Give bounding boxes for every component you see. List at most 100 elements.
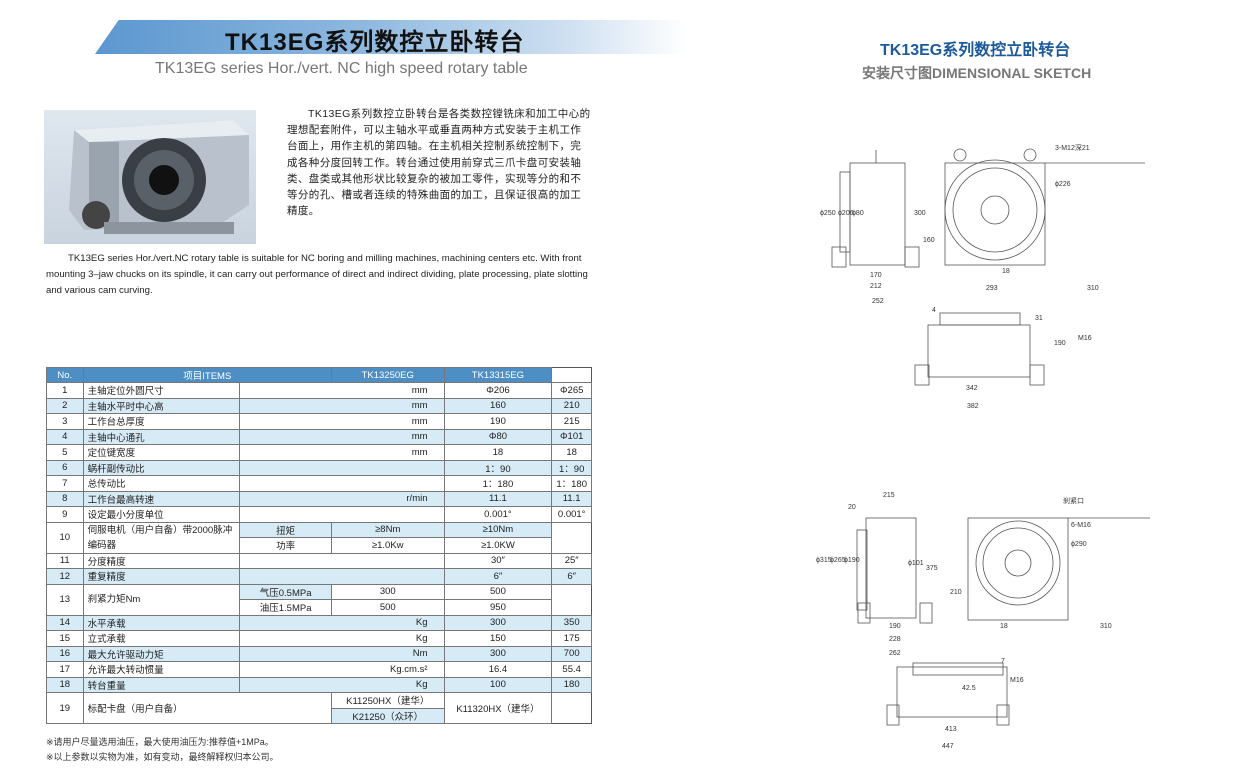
header-model-a: TK13250EG	[330, 367, 445, 383]
table-row: K21250（众环）	[47, 707, 592, 724]
table-cell: 210	[551, 397, 592, 414]
dimension-label: 215	[883, 492, 895, 499]
top-view-small	[914, 312, 1045, 386]
table-cell: 1：90	[551, 459, 592, 476]
dimension-label: 190	[1054, 340, 1066, 347]
dimension-label: 3-M12深21	[1055, 143, 1090, 152]
dimension-label: M16	[1078, 335, 1092, 342]
dimension-label: 18	[1000, 623, 1008, 630]
table-cell: 8	[46, 490, 84, 507]
table-row: 11 分度精度 30″ 25″	[46, 552, 592, 569]
dimension-label: 170	[870, 272, 882, 279]
dimension-label: M16	[1010, 677, 1024, 684]
table-cell: 0.001°	[551, 506, 592, 523]
table-cell: r/min	[239, 490, 445, 507]
dimension-label: ϕ250	[820, 210, 836, 217]
table-header: No. 项目ITEMS TK13250EG TK13315EG	[46, 367, 592, 383]
dimension-label: 4	[932, 307, 936, 314]
dimension-label: 210	[950, 589, 962, 596]
title-banner	[95, 20, 687, 54]
table-row: 8 工作台最高转速 r/min 11.1 11.1	[46, 490, 592, 507]
side-view-small	[831, 150, 920, 268]
dimension-label: 447	[942, 743, 954, 750]
spec-table: No. 项目ITEMS TK13250EG TK13315EG 1 主轴定位外圆尺…	[46, 367, 592, 724]
dimension-label: ϕ101	[908, 560, 924, 567]
table-cell: K11320HX（建华）	[443, 692, 553, 724]
table-row: 2 主轴水平时中心高 mm 160 210	[46, 397, 592, 414]
front-view-large	[967, 517, 1150, 621]
rotary-table-image	[69, 120, 249, 234]
table-cell: 标配卡盘（用户自备）	[82, 692, 332, 724]
table-cell: 2	[46, 397, 84, 414]
table-row: 12 重复精度 6″ 6″	[46, 568, 592, 585]
side-view-large	[856, 517, 933, 624]
table-cell: Kg	[239, 676, 445, 693]
table-cell: 工作台最高转速	[82, 490, 241, 507]
dimension-label: 18	[1002, 268, 1010, 275]
table-cell: 扭矩	[239, 521, 332, 538]
page-subtitle: TK13EG series Hor./vert. NC high speed r…	[155, 60, 528, 77]
table-row: 13 刹紧力矩Nm 气压0.5MPa 300 500	[46, 583, 592, 616]
table-cell: Φ101	[551, 428, 592, 445]
table-cell: 10	[46, 521, 84, 554]
dimension-label: 300	[914, 210, 926, 217]
table-cell: 气压0.5MPa	[239, 583, 332, 600]
page-title: TK13EG系列数控立卧转台	[225, 29, 525, 56]
table-row: 6 蜗杆副传动比 1：90 1：90	[46, 459, 592, 476]
table-cell: 主轴中心通孔	[82, 428, 241, 445]
dimension-label: 160	[923, 237, 935, 244]
table-cell: ≥8Nm	[330, 521, 445, 538]
table-cell: 蜗杆副传动比	[82, 459, 241, 476]
table-cell	[239, 459, 445, 476]
dimension-label: 262	[889, 650, 901, 657]
dimension-label: 310	[1100, 623, 1112, 630]
table-cell: 伺服电机（用户自备）带2000脉冲编码器	[82, 521, 241, 554]
dimension-label: 342	[966, 385, 978, 392]
table-cell: mm	[239, 397, 445, 414]
table-cell: 重复精度	[82, 568, 241, 585]
note: ※请用户尽量选用油压，最大使用油压为:推荐值+1MPa。	[46, 737, 274, 747]
product-photo	[44, 110, 256, 244]
table-cell: mm	[239, 428, 445, 445]
table-cell: 16	[46, 645, 84, 662]
dimension-label: 293	[986, 285, 998, 292]
dimension-label: ϕ80	[852, 210, 864, 217]
table-row: 19 标配卡盘（用户自备） K11250HX（建华） K11320HX（建华）	[46, 692, 592, 724]
note: ※以上参数以实物为准，如有变动，最终解释权归本公司。	[46, 752, 279, 762]
table-cell: 6″	[551, 568, 592, 585]
description-en: TK13EG series Hor./vert.NC rotary table …	[46, 253, 588, 296]
dimension-label: 42.5	[962, 685, 976, 692]
table-cell: 160	[443, 397, 553, 414]
table-cell: 最大允许驱动力矩	[82, 645, 241, 662]
table-row: 5 定位键宽度 mm 18 18	[46, 444, 592, 461]
dimension-label: 375	[926, 565, 938, 572]
table-cell: 180	[551, 676, 592, 693]
dimension-label: 6-M16	[1071, 522, 1091, 529]
dimension-label: ϕ290	[1071, 541, 1087, 548]
header-model-b: TK13315EG	[443, 367, 553, 383]
table-cell: 13	[46, 583, 84, 616]
dimension-label: 190	[889, 623, 901, 630]
dimension-label: 7	[1001, 658, 1005, 665]
header-no: No.	[46, 367, 84, 383]
table-cell: 刹紧力矩Nm	[82, 583, 241, 616]
dimension-label: 212	[870, 283, 882, 290]
dimension-label: 382	[967, 403, 979, 410]
top-view-large	[886, 662, 1010, 726]
description-cn: TK13EG系列数控立卧转台是各类数控镗铣床和加工中心的理想配套附件，可以主轴水…	[287, 108, 591, 218]
dimension-label: 刹紧口	[1063, 496, 1084, 505]
table-cell: 700	[551, 645, 592, 662]
table-cell: 水平承载	[82, 614, 241, 631]
table-row: 15 立式承载 Kg 150 175	[46, 630, 592, 647]
table-row: 18 转台重量 Kg 100 180	[46, 676, 592, 693]
header-items: 项目ITEMS	[82, 367, 332, 383]
dimension-label: 20	[848, 504, 856, 511]
table-row: 1 主轴定位外圆尺寸 mm Φ206 Φ265	[46, 382, 592, 399]
table-cell: 11.1	[443, 490, 553, 507]
dimension-label: ϕ206	[838, 210, 854, 217]
sketch-title: TK13EG系列数控立卧转台	[880, 42, 1071, 59]
table-row: 3 工作台总厚度 mm 190 215	[46, 413, 592, 430]
table-cell: Φ80	[443, 428, 553, 445]
table-cell: 1：90	[443, 459, 553, 476]
